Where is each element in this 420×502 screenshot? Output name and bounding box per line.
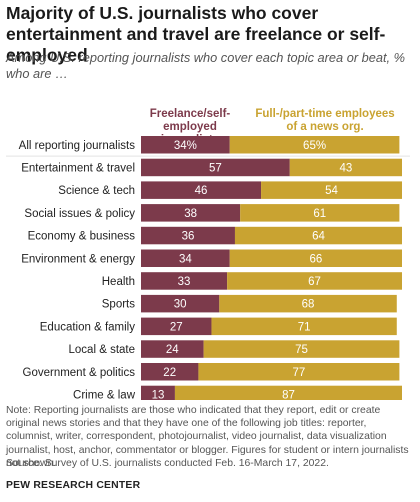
value-label-employee: 65% bbox=[303, 140, 326, 152]
bar-employee bbox=[198, 363, 400, 381]
chart-source: Source: Survey of U.S. journalists condu… bbox=[6, 458, 329, 469]
bar-freelance bbox=[141, 317, 212, 336]
chart-note: Note: Reporting journalists are those wh… bbox=[6, 405, 409, 469]
bar-freelance bbox=[141, 181, 262, 199]
bar-freelance bbox=[141, 340, 204, 358]
value-label-freelance: 24 bbox=[166, 344, 179, 356]
value-label-freelance: 27 bbox=[170, 321, 183, 333]
category-label: All reporting journalists bbox=[19, 140, 136, 152]
brand-logo-text: PEW RESEARCH CENTER bbox=[6, 480, 141, 491]
bar-freelance bbox=[141, 226, 235, 245]
value-label-freelance: 38 bbox=[184, 208, 197, 220]
stacked-bar-chart: All reporting journalists 34% 65% Entertain… bbox=[6, 136, 410, 400]
bar-employee bbox=[227, 272, 402, 290]
category-label: Economy & business bbox=[28, 231, 136, 243]
value-label-freelance: 57 bbox=[209, 162, 222, 174]
value-label-freelance: 22 bbox=[163, 367, 176, 379]
bar-freelance bbox=[141, 294, 220, 313]
legend-employee: Full-/part-time employees of a news org. bbox=[255, 108, 395, 133]
value-label-employee: 71 bbox=[298, 321, 311, 333]
bar-employee bbox=[289, 158, 402, 177]
value-label-freelance: 46 bbox=[195, 185, 208, 197]
bar-freelance bbox=[141, 136, 230, 154]
bar-freelance bbox=[141, 249, 230, 267]
bar-freelance bbox=[141, 363, 199, 381]
category-label: Crime & law bbox=[73, 389, 136, 400]
category-label: Environment & energy bbox=[21, 253, 135, 265]
bar-employee bbox=[240, 204, 400, 222]
value-label-employee: 54 bbox=[325, 185, 338, 197]
chart-title: Majority of U.S. journalists who cover e… bbox=[6, 3, 386, 65]
value-label-employee: 43 bbox=[339, 162, 352, 174]
category-label: Education & family bbox=[40, 321, 135, 333]
bar-employee bbox=[261, 181, 402, 199]
bar-employee bbox=[174, 385, 402, 400]
value-label-freelance: 34 bbox=[179, 253, 192, 265]
category-label: Sports bbox=[102, 299, 135, 311]
value-label-employee: 75 bbox=[295, 344, 308, 356]
category-label: Science & tech bbox=[58, 185, 135, 197]
bar-employee bbox=[203, 340, 400, 358]
value-label-employee: 68 bbox=[302, 299, 315, 311]
value-label-freelance: 33 bbox=[178, 276, 191, 288]
bar-freelance bbox=[141, 158, 290, 177]
category-label: Health bbox=[102, 276, 135, 288]
bar-employee bbox=[219, 294, 397, 313]
bar-freelance bbox=[141, 385, 175, 400]
bar-freelance bbox=[141, 272, 228, 290]
value-label-employee: 61 bbox=[313, 208, 326, 220]
chart-subtitle: Among U.S. reporting journalists who cov… bbox=[6, 50, 406, 81]
category-label: Local & state bbox=[69, 344, 135, 356]
bar-employee bbox=[229, 249, 402, 267]
category-label: Government & politics bbox=[23, 367, 136, 379]
value-label-employee: 64 bbox=[312, 231, 325, 243]
value-label-freelance: 13 bbox=[152, 389, 165, 400]
value-label-freelance: 30 bbox=[174, 299, 187, 311]
value-label-employee: 67 bbox=[308, 276, 321, 288]
bar-employee bbox=[234, 226, 402, 245]
bar-freelance bbox=[141, 204, 241, 222]
bar-employee bbox=[211, 317, 397, 336]
bar-employee bbox=[229, 136, 400, 154]
value-label-freelance: 36 bbox=[182, 231, 195, 243]
value-label-employee: 87 bbox=[282, 389, 295, 400]
category-label: Social issues & policy bbox=[24, 208, 135, 220]
value-label-freelance: 34% bbox=[174, 140, 197, 152]
category-label: Entertainment & travel bbox=[21, 162, 135, 174]
value-label-employee: 77 bbox=[293, 367, 306, 379]
value-label-employee: 66 bbox=[309, 253, 322, 265]
